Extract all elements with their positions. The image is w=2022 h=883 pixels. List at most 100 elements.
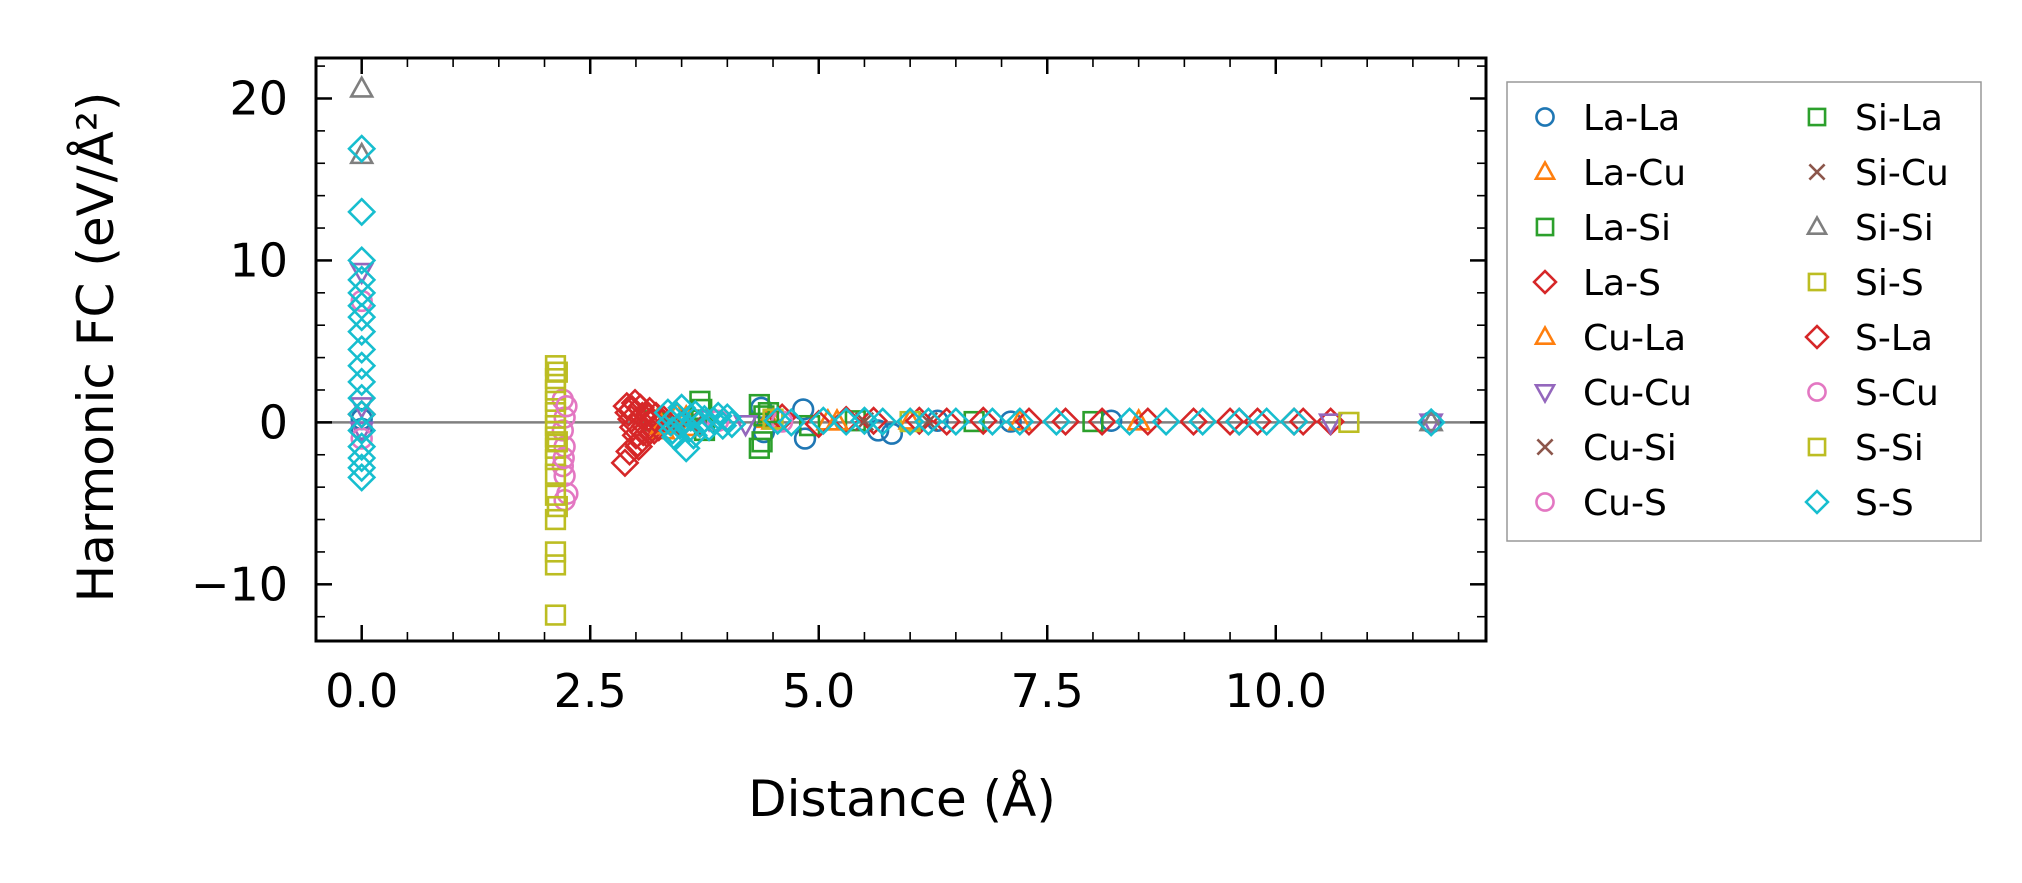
point-s-s <box>717 409 747 439</box>
y-tick-label: 0 <box>259 395 288 449</box>
point-la-si <box>1082 410 1104 433</box>
point-s-s <box>849 406 879 436</box>
legend-label: Cu-Cu <box>1583 373 1692 414</box>
point-s-si <box>546 431 568 453</box>
point-la-s <box>641 401 671 431</box>
y-tick-label: 20 <box>229 71 288 125</box>
legend-label: La-Cu <box>1583 153 1686 194</box>
point-si-la <box>757 402 780 424</box>
legend-item: La-Si <box>1535 208 1671 249</box>
point-la-s <box>1087 407 1117 437</box>
point-cu-cu <box>349 421 375 445</box>
point-la-s <box>1014 407 1044 437</box>
legend-label: S-S <box>1855 483 1914 524</box>
point-la-s <box>859 406 889 436</box>
point-si-s <box>544 541 567 563</box>
legend-item: Cu-S <box>1535 483 1667 524</box>
legend-marker <box>1532 269 1558 295</box>
point-si-s <box>544 355 567 377</box>
point-s-s <box>347 351 377 381</box>
point-la-s <box>648 404 678 434</box>
point-si-s <box>544 484 567 506</box>
legend-marker <box>1533 384 1557 405</box>
point-la-si <box>963 410 985 433</box>
series-si-s <box>544 355 1360 626</box>
legend-marker <box>1533 159 1557 180</box>
point-si-s <box>544 604 567 626</box>
point-s-s <box>347 399 377 429</box>
point-s-s <box>1279 407 1309 437</box>
y-axis-label: Harmonic FC (eV/Å²) <box>67 92 125 603</box>
legend-item: La-S <box>1532 263 1661 304</box>
legend-label: La-Si <box>1583 208 1671 249</box>
tick-labels: 0.0 2.5 5.0 7.5 10.0 −10 0 10 20 <box>191 71 1327 718</box>
legend-item: S-S <box>1804 483 1914 524</box>
legend-marker <box>1535 107 1555 127</box>
point-la-cu <box>1007 407 1033 431</box>
point-si-s <box>544 367 567 390</box>
point-la-la <box>999 410 1022 433</box>
point-s-s <box>808 406 838 436</box>
point-la-si <box>748 437 770 459</box>
axes-frame <box>314 56 1488 643</box>
legend-item: Si-Si <box>1805 208 1934 249</box>
point-s-s <box>1224 407 1254 437</box>
point-s-s <box>347 462 377 492</box>
legend-marker <box>1807 437 1827 457</box>
legend-item: Cu-La <box>1533 318 1686 359</box>
point-s-s <box>694 412 724 442</box>
series-cu-cu <box>349 262 1444 445</box>
legend-marker <box>1805 214 1829 235</box>
legend-label: La-La <box>1583 98 1680 139</box>
point-s-s <box>1188 407 1218 437</box>
point-s-s <box>347 432 377 462</box>
series-s-cu <box>552 394 578 470</box>
x-tick-label: 0.0 <box>325 664 398 718</box>
point-si-s <box>899 410 921 433</box>
point-la-s <box>968 406 998 436</box>
point-s-s <box>1041 407 1071 437</box>
x-tick-label: 7.5 <box>1011 664 1084 718</box>
legend-marker <box>1533 324 1557 345</box>
point-s-si <box>546 495 568 518</box>
point-si-la <box>751 431 773 453</box>
legend-marker <box>1535 492 1555 512</box>
legend-label: Si-La <box>1855 98 1943 139</box>
point-la-s <box>621 420 651 450</box>
legend-marker <box>1804 324 1830 350</box>
legend: La-La La-Cu La-Si La-S Cu-La Cu-Cu Cu-Si Cu-S Si… <box>1506 81 1982 542</box>
point-s-s <box>1252 407 1282 437</box>
legend-marker <box>1807 382 1827 402</box>
legend-item: S-La <box>1804 318 1933 359</box>
legend-label: La-S <box>1583 263 1661 304</box>
point-s-la <box>617 394 647 424</box>
x-tick-label: 5.0 <box>782 664 855 718</box>
point-s-s <box>708 411 738 441</box>
point-la-cu <box>897 407 923 430</box>
legend-item: S-Cu <box>1807 373 1939 414</box>
point-la-s <box>615 437 645 467</box>
series-layer <box>347 75 1446 626</box>
point-la-s <box>904 406 934 436</box>
point-s-s <box>347 443 377 473</box>
point-s-si <box>546 361 568 383</box>
legend-marker <box>1536 438 1554 456</box>
ticks-layer <box>315 58 1486 641</box>
x-axis-label: Distance (Å) <box>748 770 1056 828</box>
legend-label: Cu-S <box>1583 483 1667 524</box>
point-la-s <box>1288 407 1318 437</box>
legend-label: S-Cu <box>1855 373 1939 414</box>
point-si-si <box>349 75 375 98</box>
series-s-si <box>546 361 568 518</box>
point-s-s <box>868 407 898 437</box>
point-s-s <box>941 407 971 437</box>
point-s-s <box>347 197 377 227</box>
legend-item: La-La <box>1535 98 1680 139</box>
legend-marker <box>1804 489 1830 515</box>
point-s-s <box>1005 407 1035 437</box>
point-s-s <box>671 433 701 463</box>
point-s-s <box>347 453 377 483</box>
legend-frame <box>1506 81 1982 542</box>
point-cu-cu <box>1418 413 1444 437</box>
